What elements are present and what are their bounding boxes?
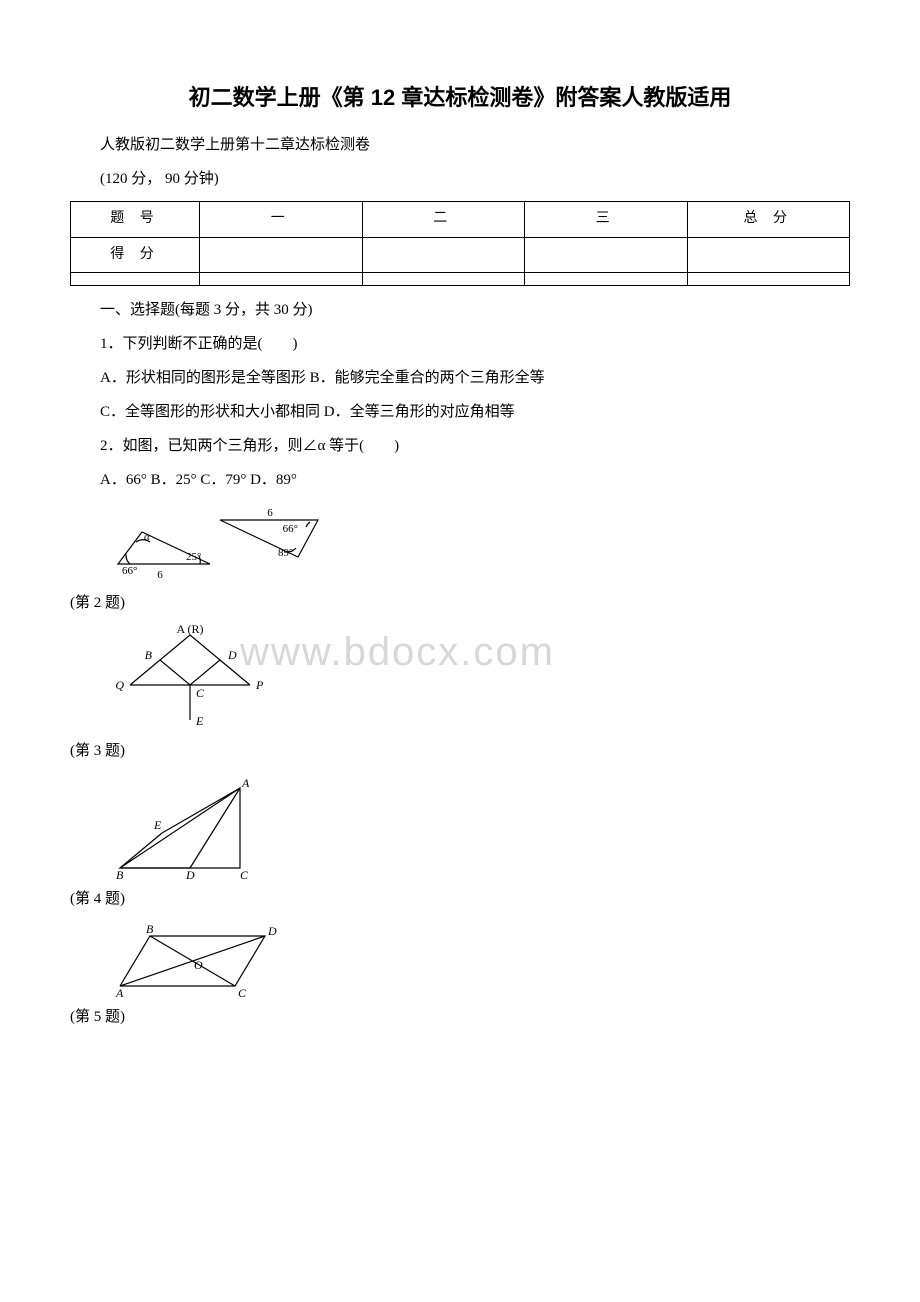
cell <box>362 237 525 272</box>
page-title: 初二数学上册《第 12 章达标检测卷》附答案人教版适用 <box>70 80 850 115</box>
document-content: 初二数学上册《第 12 章达标检测卷》附答案人教版适用 人教版初二数学上册第十二… <box>70 80 850 1029</box>
label-O: O <box>194 958 203 972</box>
cell: 总 分 <box>687 202 850 237</box>
q5-figure: A B D C O <box>100 921 850 1001</box>
label-66: 66° <box>283 523 298 535</box>
label-P: P <box>255 678 264 692</box>
label-D: D <box>185 868 195 882</box>
cell <box>71 272 200 285</box>
label-Q: Q <box>115 678 124 692</box>
table-row <box>71 272 850 285</box>
q4-figure: A B D C E <box>100 773 850 883</box>
label-6: 6 <box>267 507 273 519</box>
cell <box>525 237 688 272</box>
q2-stem: 2．如图，已知两个三角形，则∠α 等于( ) <box>70 434 850 458</box>
score-table: 题 号 一 二 三 总 分 得 分 <box>70 201 850 286</box>
cell <box>200 272 363 285</box>
label-C: C <box>240 868 249 882</box>
table-row: 题 号 一 二 三 总 分 <box>71 202 850 237</box>
cell <box>687 237 850 272</box>
q2-caption: (第 2 题) <box>70 591 850 615</box>
cell: 三 <box>525 202 688 237</box>
cell <box>687 272 850 285</box>
cell <box>362 272 525 285</box>
subtitle: 人教版初二数学上册第十二章达标检测卷 <box>70 133 850 157</box>
label-C: C <box>196 686 205 700</box>
label-C: C <box>238 986 247 1000</box>
q3-figure: A (R) B D Q P C E <box>100 625 850 735</box>
label-25: 25° <box>186 551 201 563</box>
cell: 题 号 <box>71 202 200 237</box>
label-D: D <box>227 648 237 662</box>
table-row: 得 分 <box>71 237 850 272</box>
timing-line: (120 分， 90 分钟) <box>70 167 850 191</box>
q1-opts-cd: C．全等图形的形状和大小都相同 D．全等三角形的对应角相等 <box>70 400 850 424</box>
section-1-header: 一、选择题(每题 3 分，共 30 分) <box>70 298 850 322</box>
q2-opts: A．66° B．25° C．79° D．89° <box>70 468 850 492</box>
label-A: A (R) <box>177 625 204 636</box>
label-E: E <box>153 818 162 832</box>
cell <box>525 272 688 285</box>
label-D: D <box>267 924 277 938</box>
label-A: A <box>241 776 250 790</box>
label-66: 66° <box>122 565 137 577</box>
label-B: B <box>116 868 124 882</box>
cell: 一 <box>200 202 363 237</box>
label-E: E <box>195 714 204 728</box>
q4-caption: (第 4 题) <box>70 887 850 911</box>
label-B: B <box>146 922 154 936</box>
label-6: 6 <box>157 569 163 581</box>
q5-caption: (第 5 题) <box>70 1005 850 1029</box>
q1-opts-ab: A．形状相同的图形是全等图形 B．能够完全重合的两个三角形全等 <box>70 366 850 390</box>
label-B: B <box>145 648 153 662</box>
cell: 二 <box>362 202 525 237</box>
cell <box>200 237 363 272</box>
cell: 得 分 <box>71 237 200 272</box>
q3-caption: (第 3 题) <box>70 739 850 763</box>
label-89: 89° <box>278 547 293 559</box>
label-A: A <box>115 986 124 1000</box>
label-alpha: α <box>144 531 150 543</box>
q1-stem: 1．下列判断不正确的是( ) <box>70 332 850 356</box>
q2-figure: 6 6 66° α 25° 66° 89° <box>100 502 850 587</box>
